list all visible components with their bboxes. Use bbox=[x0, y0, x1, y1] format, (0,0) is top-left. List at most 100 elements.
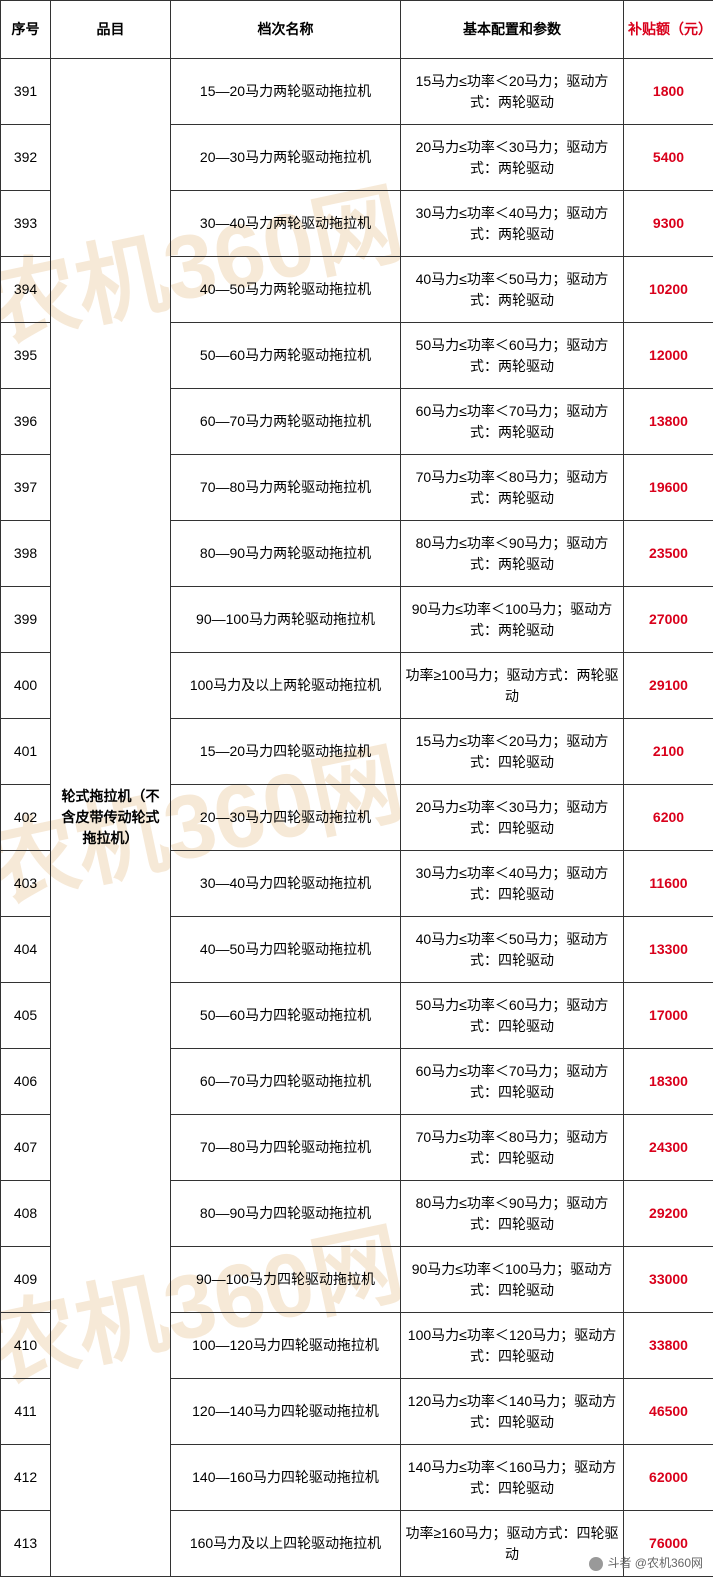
cell-seq: 391 bbox=[1, 59, 51, 125]
cell-subsidy: 13300 bbox=[624, 917, 713, 983]
col-config-header: 基本配置和参数 bbox=[401, 1, 624, 59]
col-item-header: 品目 bbox=[51, 1, 171, 59]
cell-seq: 400 bbox=[1, 653, 51, 719]
cell-subsidy: 6200 bbox=[624, 785, 713, 851]
cell-tier: 90—100马力四轮驱动拖拉机 bbox=[171, 1247, 401, 1313]
cell-config: 60马力≤功率＜70马力；驱动方式：四轮驱动 bbox=[401, 1049, 624, 1115]
cell-tier: 30—40马力四轮驱动拖拉机 bbox=[171, 851, 401, 917]
cell-config: 40马力≤功率＜50马力；驱动方式：四轮驱动 bbox=[401, 917, 624, 983]
cell-subsidy: 29200 bbox=[624, 1181, 713, 1247]
cell-tier: 20—30马力四轮驱动拖拉机 bbox=[171, 785, 401, 851]
cell-tier: 50—60马力四轮驱动拖拉机 bbox=[171, 983, 401, 1049]
cell-subsidy: 33000 bbox=[624, 1247, 713, 1313]
cell-config: 80马力≤功率＜90马力；驱动方式：四轮驱动 bbox=[401, 1181, 624, 1247]
cell-tier: 60—70马力四轮驱动拖拉机 bbox=[171, 1049, 401, 1115]
cell-tier: 50—60马力两轮驱动拖拉机 bbox=[171, 323, 401, 389]
cell-config: 140马力≤功率＜160马力；驱动方式：四轮驱动 bbox=[401, 1445, 624, 1511]
cell-seq: 395 bbox=[1, 323, 51, 389]
col-tier-header: 档次名称 bbox=[171, 1, 401, 59]
cell-config: 功率≥100马力；驱动方式：两轮驱动 bbox=[401, 653, 624, 719]
cell-config: 20马力≤功率＜30马力；驱动方式：四轮驱动 bbox=[401, 785, 624, 851]
cell-tier: 60—70马力两轮驱动拖拉机 bbox=[171, 389, 401, 455]
cell-config: 功率≥160马力；驱动方式：四轮驱动 bbox=[401, 1511, 624, 1577]
cell-subsidy: 1800 bbox=[624, 59, 713, 125]
cell-subsidy: 13800 bbox=[624, 389, 713, 455]
cell-tier: 100马力及以上两轮驱动拖拉机 bbox=[171, 653, 401, 719]
cell-seq: 413 bbox=[1, 1511, 51, 1577]
cell-subsidy: 5400 bbox=[624, 125, 713, 191]
cell-seq: 393 bbox=[1, 191, 51, 257]
cell-subsidy: 17000 bbox=[624, 983, 713, 1049]
cell-tier: 40—50马力两轮驱动拖拉机 bbox=[171, 257, 401, 323]
cell-tier: 90—100马力两轮驱动拖拉机 bbox=[171, 587, 401, 653]
cell-config: 30马力≤功率＜40马力；驱动方式：四轮驱动 bbox=[401, 851, 624, 917]
cell-seq: 409 bbox=[1, 1247, 51, 1313]
cell-tier: 70—80马力两轮驱动拖拉机 bbox=[171, 455, 401, 521]
cell-seq: 410 bbox=[1, 1313, 51, 1379]
cell-subsidy: 33800 bbox=[624, 1313, 713, 1379]
cell-seq: 397 bbox=[1, 455, 51, 521]
cell-subsidy: 23500 bbox=[624, 521, 713, 587]
cell-config: 80马力≤功率＜90马力；驱动方式：两轮驱动 bbox=[401, 521, 624, 587]
cell-item: 轮式拖拉机（不含皮带传动轮式拖拉机） bbox=[51, 59, 171, 1577]
cell-tier: 30—40马力两轮驱动拖拉机 bbox=[171, 191, 401, 257]
cell-config: 70马力≤功率＜80马力；驱动方式：四轮驱动 bbox=[401, 1115, 624, 1181]
table-row: 391轮式拖拉机（不含皮带传动轮式拖拉机）15—20马力两轮驱动拖拉机15马力≤… bbox=[1, 59, 713, 125]
cell-tier: 70—80马力四轮驱动拖拉机 bbox=[171, 1115, 401, 1181]
cell-config: 15马力≤功率＜20马力；驱动方式：两轮驱动 bbox=[401, 59, 624, 125]
cell-subsidy: 10200 bbox=[624, 257, 713, 323]
cell-tier: 120—140马力四轮驱动拖拉机 bbox=[171, 1379, 401, 1445]
cell-subsidy: 29100 bbox=[624, 653, 713, 719]
cell-seq: 402 bbox=[1, 785, 51, 851]
cell-seq: 405 bbox=[1, 983, 51, 1049]
cell-subsidy: 46500 bbox=[624, 1379, 713, 1445]
cell-seq: 401 bbox=[1, 719, 51, 785]
cell-seq: 406 bbox=[1, 1049, 51, 1115]
cell-subsidy: 18300 bbox=[624, 1049, 713, 1115]
cell-tier: 80—90马力两轮驱动拖拉机 bbox=[171, 521, 401, 587]
cell-config: 50马力≤功率＜60马力；驱动方式：两轮驱动 bbox=[401, 323, 624, 389]
cell-config: 90马力≤功率＜100马力；驱动方式：两轮驱动 bbox=[401, 587, 624, 653]
cell-tier: 140—160马力四轮驱动拖拉机 bbox=[171, 1445, 401, 1511]
cell-seq: 398 bbox=[1, 521, 51, 587]
cell-config: 50马力≤功率＜60马力；驱动方式：四轮驱动 bbox=[401, 983, 624, 1049]
cell-seq: 407 bbox=[1, 1115, 51, 1181]
cell-config: 120马力≤功率＜140马力；驱动方式：四轮驱动 bbox=[401, 1379, 624, 1445]
cell-tier: 80—90马力四轮驱动拖拉机 bbox=[171, 1181, 401, 1247]
cell-config: 70马力≤功率＜80马力；驱动方式：两轮驱动 bbox=[401, 455, 624, 521]
col-seq-header: 序号 bbox=[1, 1, 51, 59]
cell-tier: 20—30马力两轮驱动拖拉机 bbox=[171, 125, 401, 191]
cell-subsidy: 2100 bbox=[624, 719, 713, 785]
cell-subsidy: 24300 bbox=[624, 1115, 713, 1181]
cell-seq: 394 bbox=[1, 257, 51, 323]
col-subsidy-header: 补贴额（元） bbox=[624, 1, 713, 59]
subsidy-table-container: 农机360网 农机360网 农机360网 序号 品目 档次名称 基本配置和参数 … bbox=[0, 0, 713, 1577]
cell-subsidy: 27000 bbox=[624, 587, 713, 653]
cell-seq: 396 bbox=[1, 389, 51, 455]
cell-config: 60马力≤功率＜70马力；驱动方式：两轮驱动 bbox=[401, 389, 624, 455]
cell-seq: 403 bbox=[1, 851, 51, 917]
cell-config: 100马力≤功率＜120马力；驱动方式：四轮驱动 bbox=[401, 1313, 624, 1379]
subsidy-table: 序号 品目 档次名称 基本配置和参数 补贴额（元） 391轮式拖拉机（不含皮带传… bbox=[0, 0, 713, 1577]
cell-config: 15马力≤功率＜20马力；驱动方式：四轮驱动 bbox=[401, 719, 624, 785]
cell-seq: 404 bbox=[1, 917, 51, 983]
cell-config: 40马力≤功率＜50马力；驱动方式：两轮驱动 bbox=[401, 257, 624, 323]
cell-subsidy: 11600 bbox=[624, 851, 713, 917]
cell-tier: 100—120马力四轮驱动拖拉机 bbox=[171, 1313, 401, 1379]
cell-seq: 408 bbox=[1, 1181, 51, 1247]
cell-subsidy: 62000 bbox=[624, 1445, 713, 1511]
cell-tier: 15—20马力四轮驱动拖拉机 bbox=[171, 719, 401, 785]
cell-subsidy: 12000 bbox=[624, 323, 713, 389]
cell-config: 90马力≤功率＜100马力；驱动方式：四轮驱动 bbox=[401, 1247, 624, 1313]
cell-subsidy: 76000 bbox=[624, 1511, 713, 1577]
cell-subsidy: 19600 bbox=[624, 455, 713, 521]
table-header-row: 序号 品目 档次名称 基本配置和参数 补贴额（元） bbox=[1, 1, 713, 59]
cell-tier: 15—20马力两轮驱动拖拉机 bbox=[171, 59, 401, 125]
cell-seq: 411 bbox=[1, 1379, 51, 1445]
cell-tier: 40—50马力四轮驱动拖拉机 bbox=[171, 917, 401, 983]
cell-seq: 412 bbox=[1, 1445, 51, 1511]
cell-seq: 399 bbox=[1, 587, 51, 653]
cell-config: 20马力≤功率＜30马力；驱动方式：两轮驱动 bbox=[401, 125, 624, 191]
cell-subsidy: 9300 bbox=[624, 191, 713, 257]
cell-seq: 392 bbox=[1, 125, 51, 191]
